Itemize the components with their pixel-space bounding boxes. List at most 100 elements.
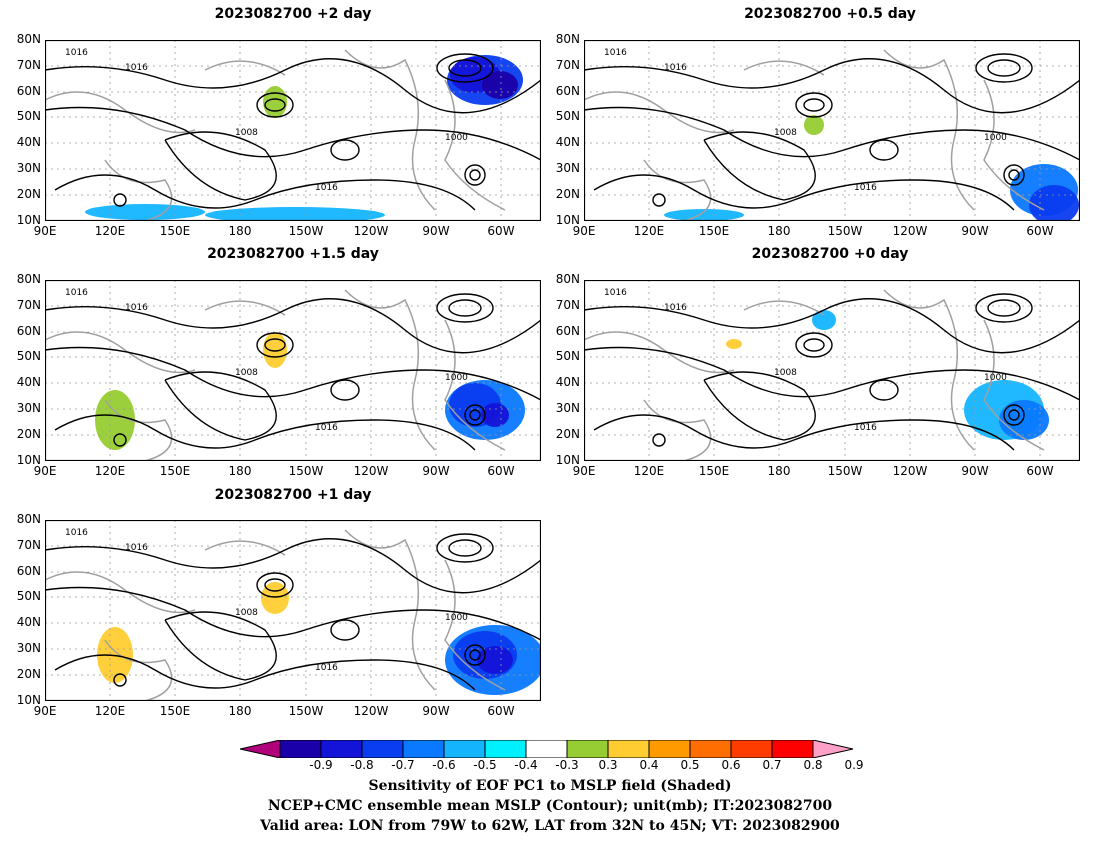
isobar-label: 1016 [315, 183, 338, 193]
colorbar-tick-label: -0.3 [555, 758, 579, 772]
lat-tick-label: 60N [555, 324, 580, 338]
colorbar-segment [689, 740, 732, 758]
lat-tick-label: 40N [16, 135, 41, 149]
isobar-label: 1016 [65, 48, 88, 58]
colorbar-segment [648, 740, 691, 758]
map-panel-4: 1016 1016 1008 1016 1000 [584, 280, 1080, 461]
lon-tick-label: 150W [827, 224, 863, 238]
lon-tick-label: 120E [633, 224, 665, 238]
isobar-label: 1008 [235, 128, 258, 138]
lon-tick-label: 180 [767, 464, 791, 478]
lon-tick-label: 90E [33, 704, 57, 718]
lat-tick-label: 60N [16, 324, 41, 338]
lon-tick-label: 120E [94, 704, 126, 718]
caption-line-3: Valid area: LON from 79W to 62W, LAT fro… [260, 818, 840, 834]
colorbar-segment [566, 740, 609, 758]
colorbar-tick-label: -0.8 [350, 758, 374, 772]
lat-tick-label: 50N [16, 589, 41, 603]
panel-title-1: 2023082700 +2 day [214, 6, 372, 22]
isobar-label: 1008 [235, 368, 258, 378]
colorbar-tick-label: 0.8 [803, 758, 823, 772]
colorbar-max-arrow [812, 740, 854, 758]
lon-tick-label: 180 [228, 224, 252, 238]
lon-tick-label: 90W [961, 464, 989, 478]
caption-line-2: NCEP+CMC ensemble mean MSLP (Contour); u… [267, 798, 833, 814]
map-panel-2: 1016 1016 1008 1016 1000 [584, 40, 1080, 221]
lat-tick-label: 10N [555, 213, 580, 227]
lon-tick-label: 90E [572, 464, 596, 478]
isobar-label: 1016 [664, 303, 687, 313]
panel-title-4: 2023082700 +0 day [751, 246, 909, 262]
isobar-label: 1016 [854, 423, 877, 433]
isobar-label: 1016 [854, 183, 877, 193]
colorbar-tick-label: -0.7 [391, 758, 415, 772]
lat-tick-label: 30N [555, 401, 580, 415]
lat-tick-label: 10N [16, 693, 41, 707]
colorbar-segment [320, 740, 363, 758]
lat-tick-label: 70N [16, 58, 41, 72]
isobar-label: 1016 [315, 423, 338, 433]
isobar-label: 1016 [315, 663, 338, 673]
lon-tick-label: 90W [422, 224, 450, 238]
lat-tick-label: 80N [16, 272, 41, 286]
lat-tick-label: 20N [16, 427, 41, 441]
isobar-contours [45, 293, 541, 451]
panel-title-3: 2023082700 +1.5 day [207, 246, 379, 262]
colorbar [240, 740, 854, 758]
lon-tick-label: 60W [1026, 464, 1054, 478]
lat-tick-label: 10N [16, 213, 41, 227]
isobar-label: 1016 [604, 48, 627, 58]
isobar-label: 1000 [984, 373, 1007, 383]
lon-tick-label: 150E [698, 224, 730, 238]
coastline [45, 49, 506, 221]
lat-tick-label: 60N [16, 564, 41, 578]
isobar-label: 1008 [774, 368, 797, 378]
colorbar-min-arrow [240, 740, 281, 758]
lat-tick-label: 20N [16, 187, 41, 201]
colorbar-segment [607, 740, 650, 758]
isobar-label: 1000 [445, 613, 468, 623]
lat-tick-label: 40N [555, 135, 580, 149]
colorbar-tick-label: 0.7 [762, 758, 782, 772]
isobar-label: 1016 [65, 288, 88, 298]
lat-tick-label: 40N [555, 375, 580, 389]
lat-tick-label: 70N [16, 298, 41, 312]
colorbar-tick-label: -0.6 [432, 758, 456, 772]
lat-tick-label: 80N [16, 32, 41, 46]
lon-tick-label: 150E [159, 224, 191, 238]
caption-line-1: Sensitivity of EOF PC1 to MSLP field (Sh… [368, 778, 732, 794]
lat-tick-label: 20N [555, 427, 580, 441]
lon-tick-label: 120E [94, 464, 126, 478]
colorbar-tick-label: -0.5 [473, 758, 497, 772]
lat-tick-label: 70N [555, 298, 580, 312]
isobar-label: 1016 [664, 63, 687, 73]
lon-tick-label: 150W [288, 704, 324, 718]
colorbar-tick-label: -0.4 [514, 758, 538, 772]
lon-tick-label: 150E [159, 464, 191, 478]
coastline [45, 289, 506, 461]
colorbar-segment [484, 740, 527, 758]
lon-tick-label: 120W [892, 464, 928, 478]
isobar-label: 1016 [65, 528, 88, 538]
lon-tick-label: 60W [487, 464, 515, 478]
lat-tick-label: 40N [16, 375, 41, 389]
lon-tick-label: 120W [353, 464, 389, 478]
colorbar-tick-label: 0.9 [844, 758, 864, 772]
lon-tick-label: 180 [228, 704, 252, 718]
lon-tick-label: 120E [633, 464, 665, 478]
lon-tick-label: 90W [422, 464, 450, 478]
colorbar-tick-label: 0.3 [598, 758, 618, 772]
lat-tick-label: 20N [555, 187, 580, 201]
lon-tick-label: 120E [94, 224, 126, 238]
lon-tick-label: 180 [767, 224, 791, 238]
lat-tick-label: 10N [555, 453, 580, 467]
lat-tick-label: 50N [555, 109, 580, 123]
isobar-contours [584, 53, 1080, 211]
isobar-contours [45, 53, 541, 211]
lon-tick-label: 120W [892, 224, 928, 238]
lat-tick-label: 50N [16, 109, 41, 123]
colorbar-segment [730, 740, 773, 758]
lat-tick-label: 30N [555, 161, 580, 175]
lon-tick-label: 120W [353, 224, 389, 238]
lat-tick-label: 30N [16, 641, 41, 655]
